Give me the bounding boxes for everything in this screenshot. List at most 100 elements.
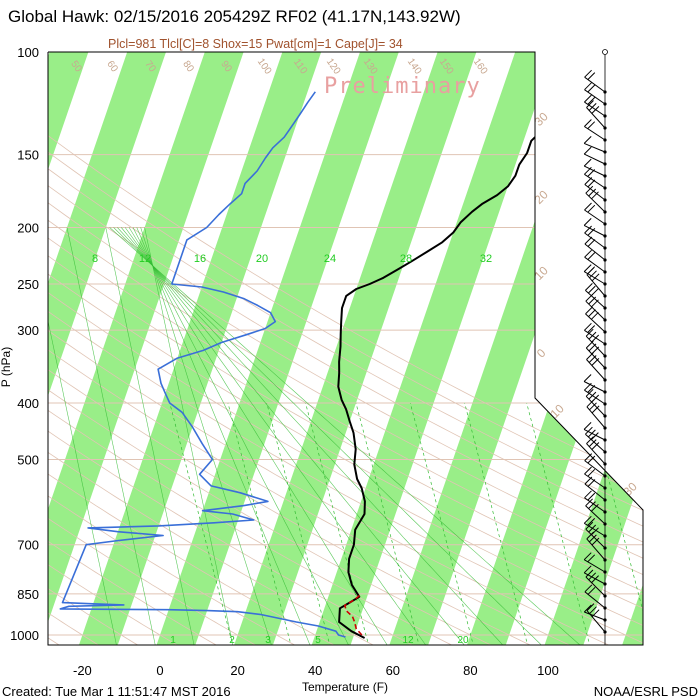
- wind-barb-flag: [585, 388, 594, 397]
- wind-barb-flag: [583, 552, 592, 561]
- moist-adiabat: [66, 227, 157, 645]
- wind-barb-flag: [585, 498, 593, 507]
- wind-barb-flag: [584, 476, 593, 485]
- wind-barb-flag: [585, 569, 594, 578]
- wind-barb-flag: [585, 426, 593, 435]
- wind-barb-dot: [603, 522, 607, 526]
- wind-barb-flag: [584, 322, 592, 331]
- wind-barb: [584, 142, 606, 153]
- wind-barb: [584, 89, 606, 105]
- isotherm-label: 0: [534, 346, 549, 361]
- mixing-ratio-label: 28: [400, 253, 412, 265]
- mixing-ratio-bottom-label: 2: [229, 635, 235, 646]
- wind-axis-cap: [602, 49, 608, 55]
- wind-barb-flag: [584, 166, 592, 175]
- wind-barb-dot: [603, 414, 607, 418]
- wind-barb-flag: [584, 382, 592, 391]
- wind-barb-flag: [584, 94, 592, 103]
- wind-barb: [585, 528, 606, 549]
- wind-barb: [586, 406, 606, 429]
- wind-barb-dot: [603, 426, 607, 430]
- y-tick-label: 100: [17, 45, 39, 60]
- wind-barb-flag: [584, 82, 592, 91]
- wind-barb-dot: [603, 618, 607, 622]
- y-tick-label: 250: [17, 277, 39, 292]
- wind-barb: [585, 335, 606, 357]
- wind-barb-flag: [587, 586, 596, 595]
- wind-barb-flag: [588, 103, 597, 111]
- mixing-ratio-label: 20: [256, 253, 268, 265]
- wind-barb-flag: [591, 609, 600, 618]
- mixing-ratio-bottom-label: 1: [170, 635, 176, 646]
- wind-barb-flag: [591, 299, 599, 308]
- wind-barb-flag: [591, 537, 600, 546]
- moist-adiabat: [124, 227, 428, 645]
- wind-barb-flag: [587, 239, 596, 247]
- isotherm-band: [621, 52, 643, 645]
- mixing-ratio-bottom-label: 12: [402, 635, 414, 646]
- wind-barb-flag: [589, 534, 597, 543]
- dry-adiabat: [48, 52, 643, 645]
- wind-barb-flag: [591, 575, 599, 583]
- wind-barb: [583, 381, 606, 393]
- wind-barb-flag: [583, 146, 592, 155]
- wind-barb-flag: [586, 399, 595, 408]
- wind-barb: [584, 591, 606, 609]
- mixing-ratio-label: 12: [139, 253, 151, 265]
- wind-barb-dot: [603, 438, 607, 442]
- wind-barb: [584, 209, 606, 225]
- y-tick-label: 1000: [10, 628, 39, 643]
- wind-barb-dot: [603, 270, 607, 274]
- isotherm-label: 20: [531, 187, 551, 207]
- wind-barb-flag: [584, 225, 592, 234]
- wind-barb-dot: [603, 102, 607, 106]
- wind-barb-dot: [603, 486, 607, 490]
- dry-adiabat: [48, 52, 643, 645]
- wind-barb-flag: [585, 185, 594, 194]
- wind-barb-dot: [603, 390, 607, 394]
- wind-barb-dot: [603, 594, 607, 598]
- temperature-line: [337, 58, 599, 639]
- wind-barb-flag: [591, 432, 599, 440]
- wind-barb-flag: [583, 218, 592, 226]
- wind-barb-flag: [587, 252, 596, 260]
- dry-adiabat-label: 80: [180, 59, 196, 75]
- wind-barb-flag: [586, 603, 595, 611]
- mixing-ratio-label: 8: [92, 253, 98, 265]
- wind-barb: [584, 460, 606, 477]
- wind-barb-flag: [584, 202, 592, 211]
- wind-barb-flag: [588, 309, 596, 317]
- dry-adiabat: [48, 52, 496, 645]
- wind-barb-flag: [586, 531, 595, 540]
- wind-barb-flag: [591, 106, 600, 114]
- wind-barb-flag: [585, 340, 594, 349]
- wind-barb-flag: [587, 204, 596, 213]
- dry-adiabat: [48, 52, 643, 645]
- wind-barb-dot: [603, 354, 607, 358]
- dry-adiabat: [48, 52, 575, 645]
- wind-barb-flag: [586, 352, 594, 360]
- dry-adiabat: [48, 52, 643, 645]
- dry-adiabat: [48, 52, 643, 645]
- wind-barb-dot: [603, 570, 607, 574]
- x-tick-label: 60: [386, 663, 400, 678]
- dry-adiabat: [48, 52, 643, 645]
- wind-barb-flag: [583, 374, 592, 382]
- moist-adiabat: [48, 227, 118, 645]
- wind-barb-dot: [603, 534, 607, 538]
- parcel-line: [343, 594, 363, 636]
- isotherm-band: [48, 52, 166, 645]
- wind-barb: [585, 300, 606, 321]
- dry-adiabat: [48, 52, 378, 645]
- wind-barb-dot: [603, 246, 607, 250]
- moist-adiabat: [109, 227, 583, 645]
- wind-barb: [584, 256, 606, 273]
- wind-barb-flag: [584, 249, 592, 258]
- wind-barb-flag: [589, 606, 597, 615]
- wind-barb-dot: [603, 606, 607, 610]
- moist-adiabat: [136, 227, 312, 645]
- wind-barb-flag: [584, 490, 592, 499]
- credit-label: NOAA/ESRL PSD: [593, 684, 698, 699]
- wind-barb: [585, 433, 606, 453]
- wind-barb-dot: [603, 558, 607, 562]
